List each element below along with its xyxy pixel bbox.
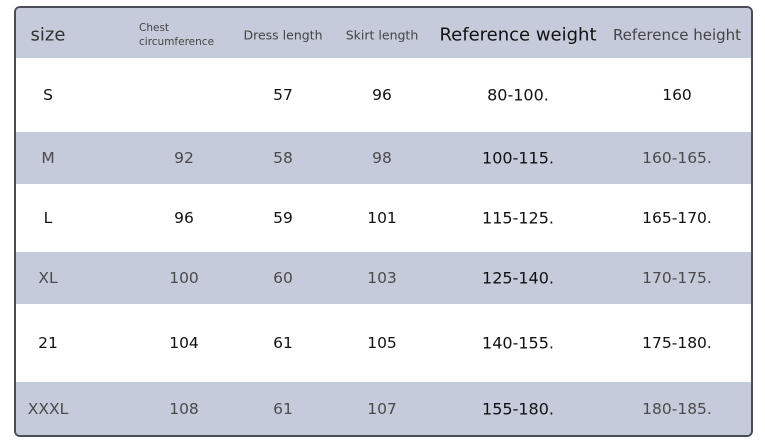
table-cell: 108 [169,399,199,418]
table-cell: 160-165. [642,149,712,167]
table-cell: XL [38,269,58,287]
header-cell: Reference height [612,26,742,44]
table-row [16,252,751,304]
table-cell: 125-140. [482,268,554,288]
table-cell: M [41,149,55,167]
table-cell: 58 [273,149,293,167]
table-cell: 107 [367,399,397,418]
table-cell: 100 [169,269,199,287]
header-cell: Chest circumference [139,22,215,48]
table-cell: 59 [273,209,293,227]
header-cell: Skirt length [345,27,419,43]
table-cell: 100-115. [482,148,554,168]
table-cell: 140-155. [482,333,554,353]
table-row [16,132,751,184]
table-cell: 92 [174,149,194,167]
header-row [16,8,751,58]
table-cell: 105 [367,334,397,352]
table-cell: 170-175. [642,269,712,287]
table-cell: 103 [367,269,397,287]
header-cell: size [30,24,66,46]
size-table: size Chest circumference Dress length Skirt… [14,6,753,437]
table-cell: 165-170. [642,209,712,227]
table-cell: 80-100. [487,85,549,105]
table-cell: 96 [372,86,392,104]
table-cell: 180-185. [642,399,712,418]
table-cell: 160 [662,86,692,104]
table-cell: 96 [174,209,194,227]
table-cell: S [43,86,53,104]
table-cell: 115-125. [482,208,554,228]
table-cell: 155-180. [482,399,554,418]
table-cell: 61 [273,399,293,418]
table-cell: 60 [273,269,293,287]
table-cell: 21 [38,334,58,352]
table-cell: 104 [169,334,199,352]
table-row [16,382,751,435]
table-cell: 98 [372,149,392,167]
table-cell: L [43,209,53,227]
table-cell: XXXL [27,399,69,418]
table-cell: 175-180. [642,334,712,352]
header-cell: Dress length [243,27,323,43]
table-cell: 57 [273,86,293,104]
table-cell: 61 [273,334,293,352]
header-cell: Reference weight [439,24,597,46]
table-cell: 101 [367,209,397,227]
